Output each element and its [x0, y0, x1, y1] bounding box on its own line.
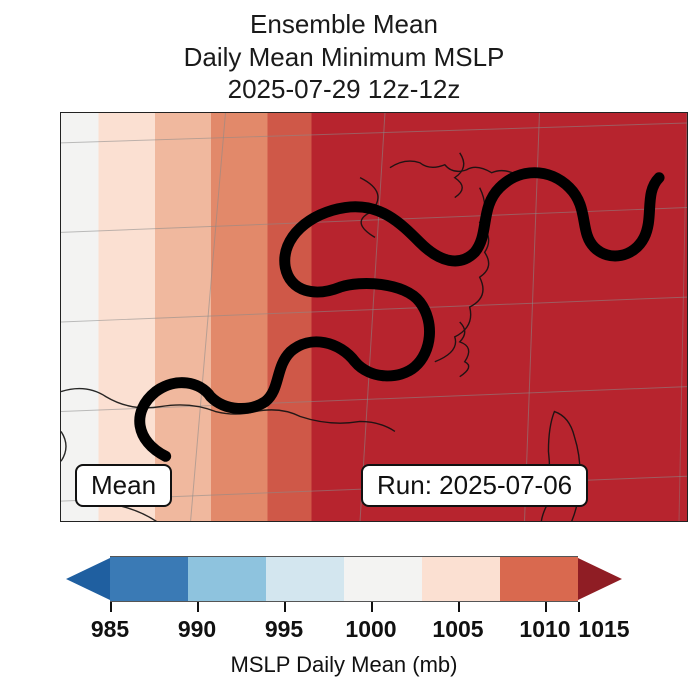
colorbar-tick-labels: 985 990 995 1000 1005 1010 1015	[64, 616, 624, 648]
run-label-text: Run: 2025-07-06	[377, 470, 572, 500]
mslp-map-panel[interactable]: 40°N 35°N 30°N 25°N 20°N 90°W 80°W 70°W …	[60, 112, 688, 522]
tick-label-995: 995	[265, 616, 303, 643]
colorbar-gradient[interactable]	[64, 556, 624, 602]
run-label-box[interactable]: Run: 2025-07-06	[361, 464, 588, 507]
chart-title-block: Ensemble Mean Daily Mean Minimum MSLP 20…	[0, 0, 688, 106]
mean-label-text: Mean	[91, 470, 156, 500]
title-line-2: Daily Mean Minimum MSLP	[0, 41, 688, 74]
tick-label-990: 990	[178, 616, 216, 643]
colorbar-container: 985 990 995 1000 1005 1010 1015 MSLP Dai…	[64, 556, 624, 678]
tick-label-1015: 1015	[578, 616, 629, 643]
colorbar-ticks	[64, 602, 624, 616]
colorbar-high-arrow	[578, 556, 624, 602]
tick-label-1005: 1005	[432, 616, 483, 643]
map-container: 40°N 35°N 30°N 25°N 20°N 90°W 80°W 70°W …	[60, 112, 688, 522]
mean-label-box[interactable]: Mean	[75, 464, 172, 507]
colorbar-segment-1005-1010	[422, 556, 500, 602]
colorbar-segment-995-1000	[266, 556, 344, 602]
tick-label-985: 985	[91, 616, 129, 643]
ridge-contour-icon	[61, 113, 687, 521]
colorbar-segment-990-995	[188, 556, 266, 602]
colorbar-segment-1010-1015	[500, 556, 578, 602]
colorbar-segment-1000-1005	[344, 556, 422, 602]
colorbar-segment-985-990	[110, 556, 188, 602]
colorbar-low-arrow	[64, 556, 110, 602]
title-line-3: 2025-07-29 12z-12z	[0, 73, 688, 106]
title-line-1: Ensemble Mean	[0, 8, 688, 41]
tick-label-1000: 1000	[345, 616, 396, 643]
tick-label-1010: 1010	[519, 616, 570, 643]
